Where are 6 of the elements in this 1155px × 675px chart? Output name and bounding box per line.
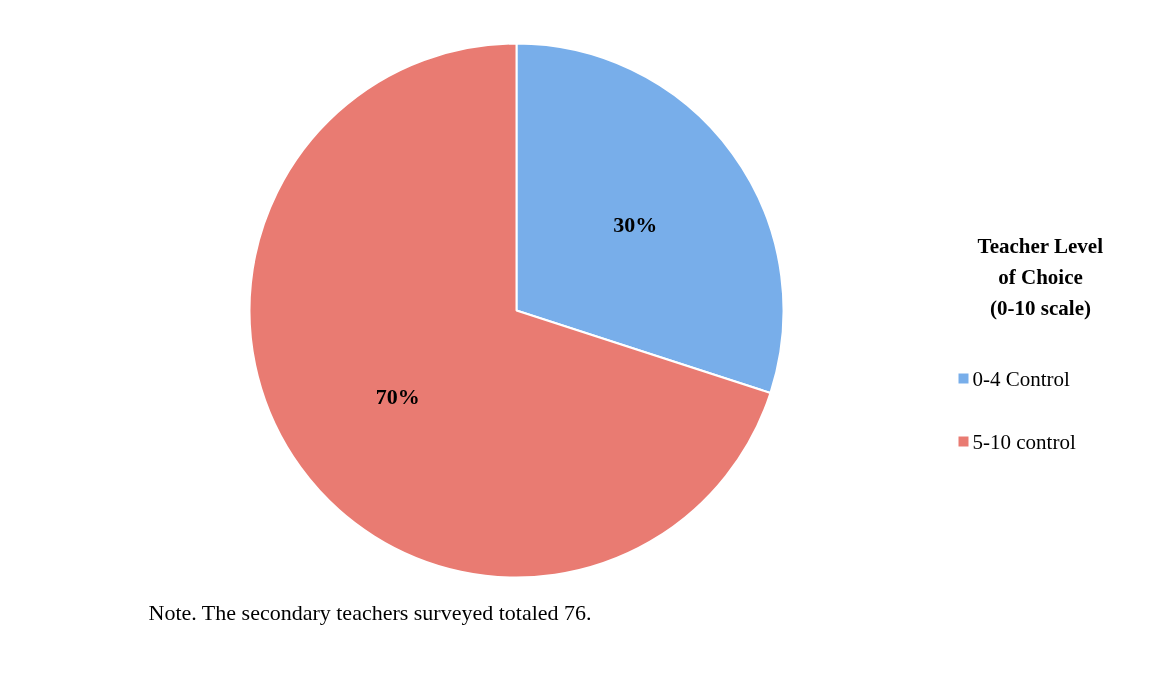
- text: Note. The secondary teachers surveyed totaled 76.: [148, 600, 592, 625]
- legend-label: 5-10 control: [972, 429, 1076, 454]
- legend-title: Teacher Level of Choice (0-10 scale): [977, 233, 1104, 320]
- data-label: 70%: [375, 384, 420, 410]
- data-label: 30%: [613, 211, 658, 237]
- legend-label: 0-4 Control: [972, 366, 1071, 391]
